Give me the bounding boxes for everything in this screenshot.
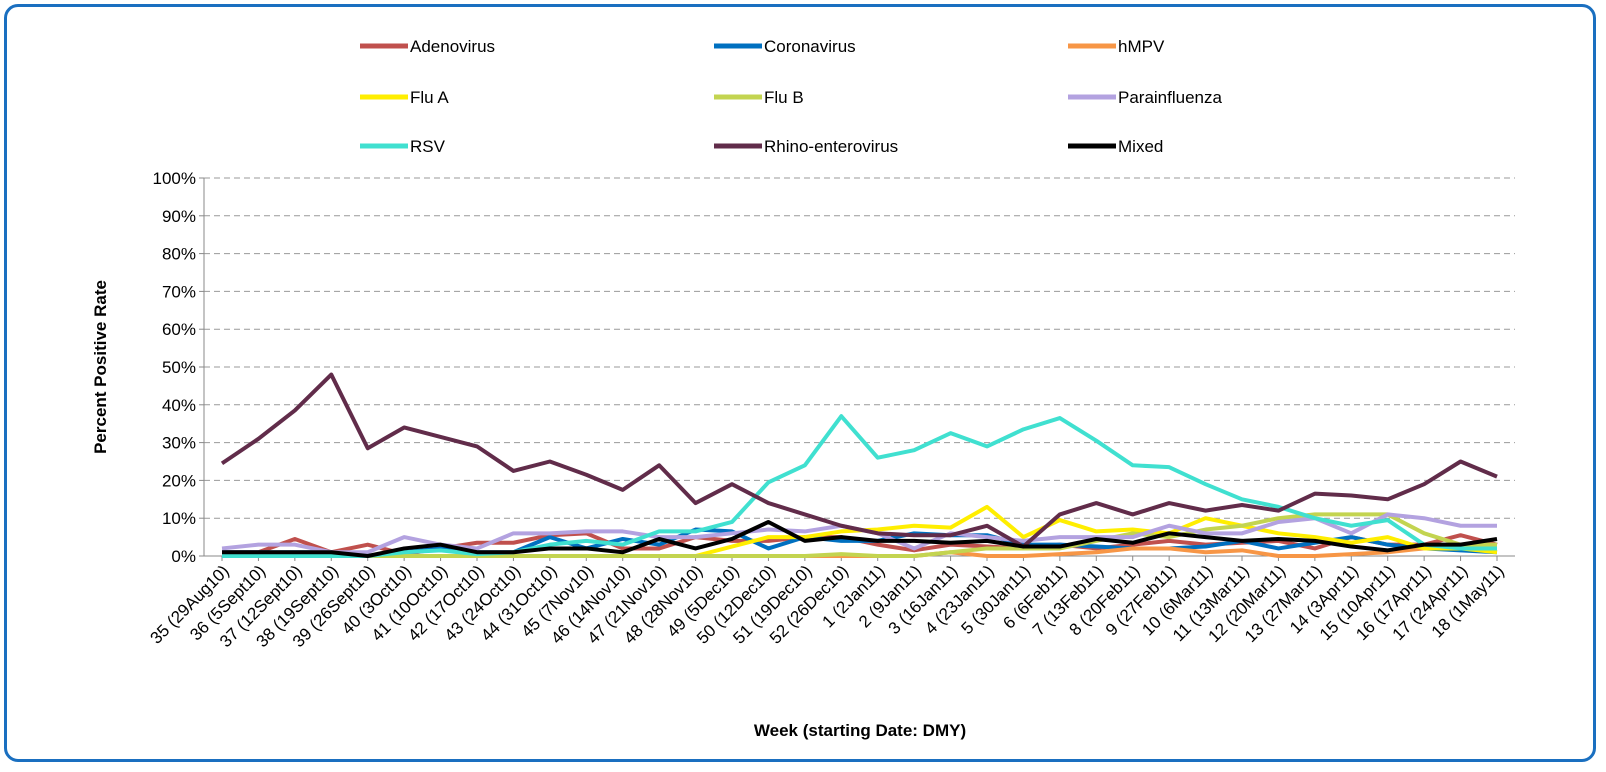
legend-label: Mixed — [1118, 137, 1163, 156]
legend-label: Coronavirus — [764, 37, 856, 56]
y-tick-label: 100% — [153, 169, 196, 188]
series-line — [222, 519, 1498, 558]
legend-label: Flu B — [764, 88, 804, 107]
legend-label: Parainfluenza — [1118, 88, 1223, 107]
y-tick-label: 40% — [162, 396, 196, 415]
legend-label: Flu A — [410, 88, 449, 107]
frame — [4, 4, 1596, 762]
y-axis-title: Percent Positive Rate — [91, 280, 110, 454]
y-tick-label: 30% — [162, 434, 196, 453]
y-tick-label: 10% — [162, 509, 196, 528]
legend-label: Rhino-enterovirus — [764, 137, 898, 156]
y-tick-label: 90% — [162, 207, 196, 226]
y-tick-label: 20% — [162, 471, 196, 490]
legend-label: Adenovirus — [410, 37, 495, 56]
series-line — [220, 372, 1498, 549]
y-tick-label: 70% — [162, 282, 196, 301]
y-tick-label: 80% — [162, 245, 196, 264]
y-tick-label: 60% — [162, 320, 196, 339]
x-axis-title: Week (starting Date: DMY) — [754, 721, 966, 740]
legend-label: RSV — [410, 137, 446, 156]
legend-label: hMPV — [1118, 37, 1165, 56]
series-line — [222, 512, 1497, 558]
y-tick-label: 50% — [162, 358, 196, 377]
y-tick-label: 0% — [171, 547, 196, 566]
